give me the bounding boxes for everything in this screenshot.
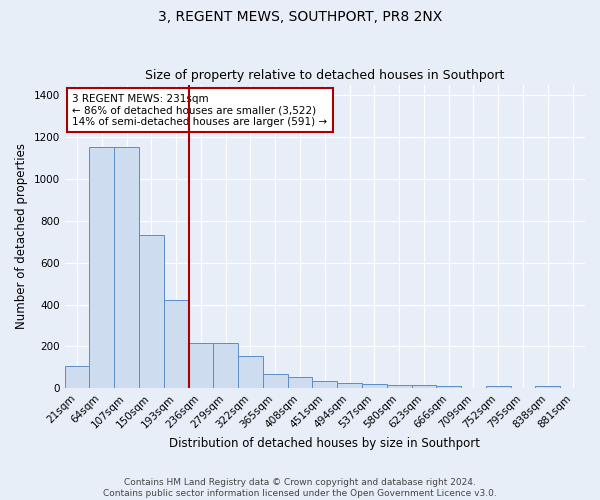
Bar	[65, 366, 89, 388]
Bar	[263, 374, 287, 388]
Bar	[387, 385, 412, 388]
Bar	[139, 236, 164, 388]
Bar	[89, 148, 114, 388]
Bar	[337, 383, 362, 388]
X-axis label: Distribution of detached houses by size in Southport: Distribution of detached houses by size …	[169, 437, 481, 450]
Bar	[535, 386, 560, 388]
Bar	[238, 356, 263, 388]
Bar	[188, 344, 214, 388]
Text: 3 REGENT MEWS: 231sqm
← 86% of detached houses are smaller (3,522)
14% of semi-d: 3 REGENT MEWS: 231sqm ← 86% of detached …	[73, 94, 328, 127]
Bar	[313, 381, 337, 388]
Bar	[214, 344, 238, 388]
Text: 3, REGENT MEWS, SOUTHPORT, PR8 2NX: 3, REGENT MEWS, SOUTHPORT, PR8 2NX	[158, 10, 442, 24]
Bar	[287, 377, 313, 388]
Bar	[436, 386, 461, 388]
Bar	[412, 385, 436, 388]
Bar	[164, 300, 188, 388]
Y-axis label: Number of detached properties: Number of detached properties	[15, 144, 28, 330]
Bar	[486, 386, 511, 388]
Bar	[362, 384, 387, 388]
Title: Size of property relative to detached houses in Southport: Size of property relative to detached ho…	[145, 69, 505, 82]
Bar	[114, 148, 139, 388]
Text: Contains HM Land Registry data © Crown copyright and database right 2024.
Contai: Contains HM Land Registry data © Crown c…	[103, 478, 497, 498]
